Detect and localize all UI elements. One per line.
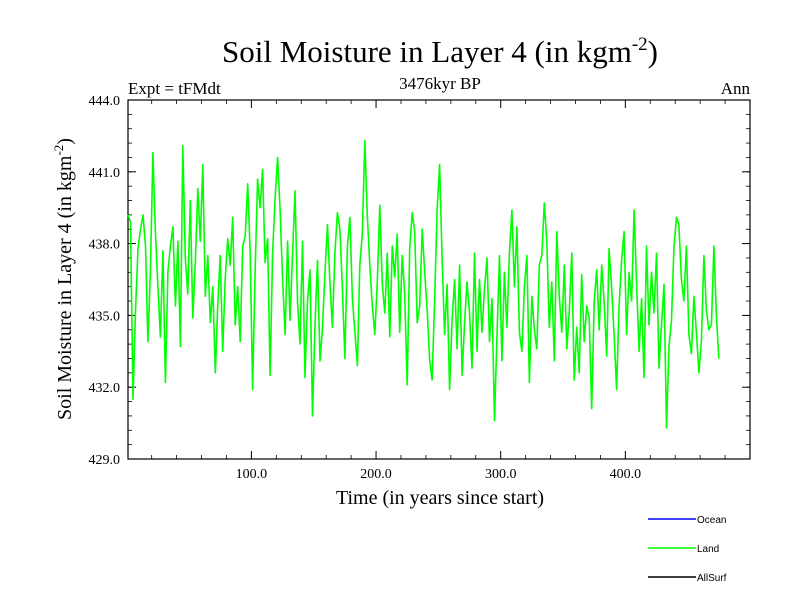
- legend: Ocean Land AllSurf: [648, 515, 727, 584]
- series-line-land: [127, 139, 720, 429]
- legend-label-allsurf: AllSurf: [697, 573, 727, 584]
- season-label: Ann: [721, 79, 751, 98]
- legend-label-ocean: Ocean: [697, 515, 726, 526]
- x-tick-label: 400.0: [610, 467, 642, 482]
- axis-tick-labels: 429.0 432.0 435.0 438.0 441.0 444.0 100.0 200.0…: [89, 94, 642, 482]
- y-axis-label: Soil Moisture in Layer 4 (in kgm-2): [51, 138, 76, 420]
- y-tick-label: 441.0: [89, 166, 121, 181]
- chart-subtitle: 3476kyr BP: [399, 74, 481, 93]
- axis-ticks: [128, 99, 750, 460]
- chart-title-main: Soil Moisture in Layer 4 (in kgm: [222, 34, 632, 69]
- y-axis-label-main: Soil Moisture in Layer 4 (in kgm: [54, 155, 76, 420]
- experiment-label: Expt = tFMdt: [128, 79, 221, 98]
- y-axis-label-close: ): [54, 138, 76, 145]
- x-tick-label: 300.0: [485, 467, 517, 482]
- x-tick-label: 100.0: [236, 467, 268, 482]
- y-tick-label: 435.0: [89, 309, 121, 324]
- chart-title-superscript: -2: [632, 34, 648, 55]
- chart-title: Soil Moisture in Layer 4 (in kgm-2): [222, 34, 658, 69]
- x-axis-label: Time (in years since start): [336, 487, 544, 509]
- x-tick-label: 200.0: [360, 467, 392, 482]
- legend-label-land: Land: [697, 544, 719, 555]
- y-tick-label: 438.0: [89, 238, 121, 253]
- y-tick-label: 429.0: [89, 453, 121, 468]
- y-axis-label-superscript: -2: [51, 145, 66, 156]
- y-tick-label: 444.0: [89, 94, 121, 109]
- series-group: [127, 139, 720, 429]
- y-tick-label: 432.0: [89, 381, 121, 396]
- plot-frame: [127, 99, 751, 460]
- chart-title-close: ): [648, 34, 658, 69]
